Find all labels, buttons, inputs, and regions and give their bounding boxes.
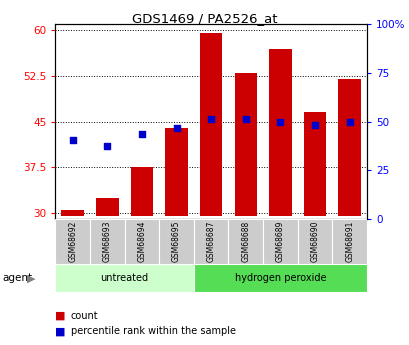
Bar bbox=[165, 128, 187, 216]
Bar bbox=[55, 264, 193, 292]
Bar bbox=[61, 210, 84, 216]
Bar bbox=[193, 219, 228, 264]
Point bbox=[242, 116, 248, 121]
Bar bbox=[234, 73, 256, 216]
Text: GDS1469 / PA2526_at: GDS1469 / PA2526_at bbox=[132, 12, 277, 25]
Bar bbox=[297, 219, 332, 264]
Bar bbox=[159, 219, 193, 264]
Text: GSM68694: GSM68694 bbox=[137, 221, 146, 262]
Point bbox=[104, 143, 110, 149]
Text: ■: ■ bbox=[55, 326, 66, 336]
Text: agent: agent bbox=[2, 274, 32, 283]
Bar bbox=[96, 198, 118, 216]
Text: GSM68692: GSM68692 bbox=[68, 221, 77, 262]
Point bbox=[276, 119, 283, 125]
Bar bbox=[263, 219, 297, 264]
Text: GSM68688: GSM68688 bbox=[240, 221, 249, 262]
Point bbox=[138, 131, 145, 137]
Bar bbox=[90, 219, 124, 264]
Text: GSM68687: GSM68687 bbox=[206, 221, 215, 262]
Text: GSM68689: GSM68689 bbox=[275, 221, 284, 262]
Text: untreated: untreated bbox=[100, 273, 148, 283]
Point bbox=[346, 119, 352, 125]
Text: GSM68695: GSM68695 bbox=[172, 221, 181, 262]
Point bbox=[207, 116, 214, 121]
Text: ■: ■ bbox=[55, 311, 66, 321]
Text: hydrogen peroxide: hydrogen peroxide bbox=[234, 273, 325, 283]
Bar bbox=[55, 219, 90, 264]
Text: count: count bbox=[71, 311, 98, 321]
Bar bbox=[200, 33, 222, 216]
Text: GSM68693: GSM68693 bbox=[103, 221, 112, 262]
Point bbox=[69, 137, 76, 142]
Text: ▶: ▶ bbox=[27, 274, 35, 283]
Bar bbox=[332, 219, 366, 264]
Bar bbox=[268, 49, 291, 216]
Text: percentile rank within the sample: percentile rank within the sample bbox=[71, 326, 235, 336]
Bar bbox=[193, 264, 366, 292]
Text: GSM68690: GSM68690 bbox=[310, 221, 319, 262]
Bar bbox=[124, 219, 159, 264]
Text: GSM68691: GSM68691 bbox=[344, 221, 353, 262]
Bar bbox=[130, 167, 153, 216]
Bar bbox=[337, 79, 360, 216]
Bar bbox=[303, 112, 326, 216]
Point bbox=[173, 125, 180, 130]
Point bbox=[311, 122, 317, 127]
Bar bbox=[228, 219, 263, 264]
